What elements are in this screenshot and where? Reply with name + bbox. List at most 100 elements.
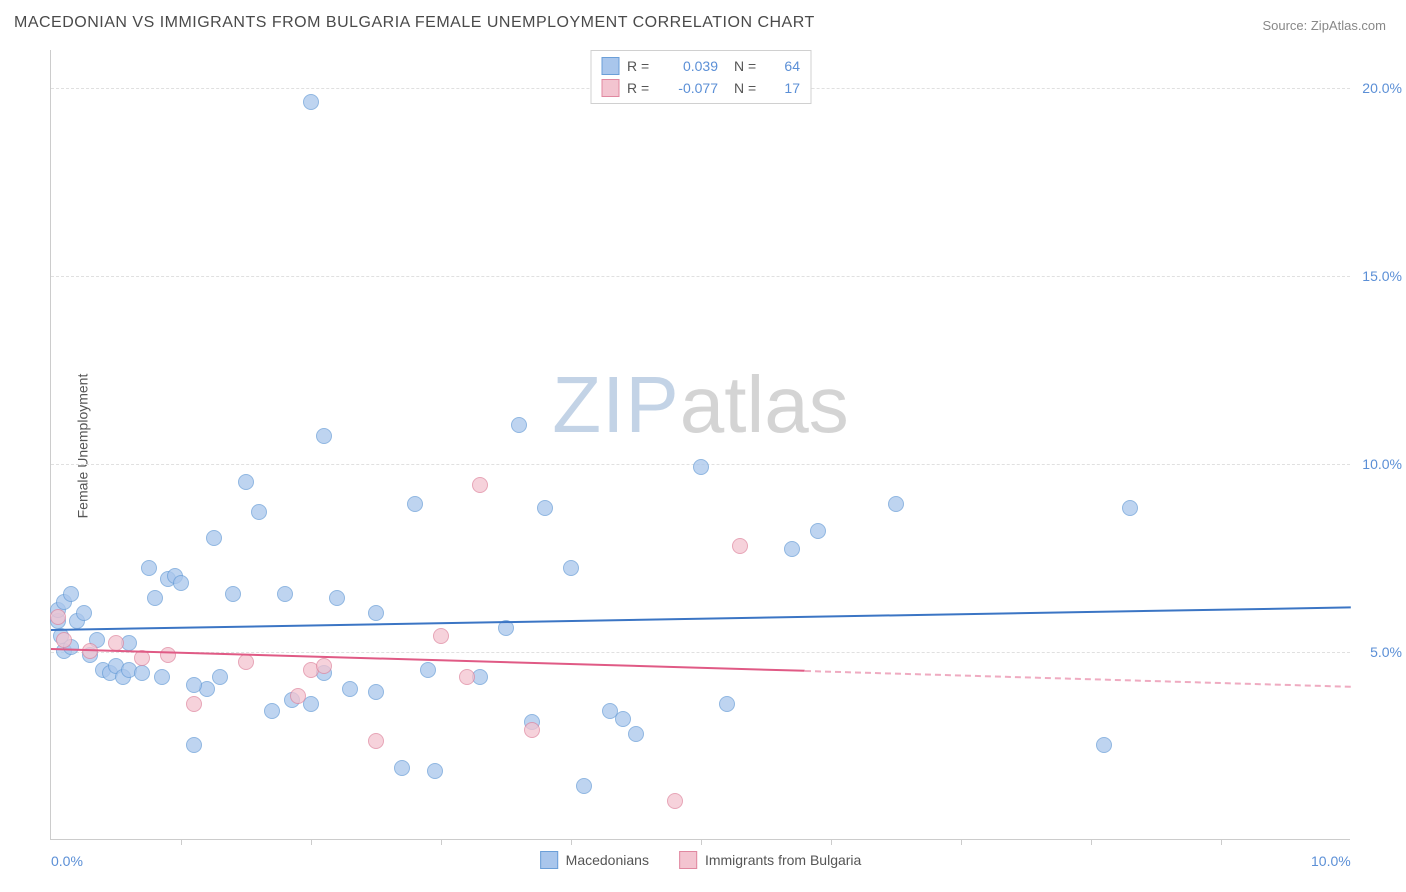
trend-line-dashed [805, 670, 1351, 688]
x-tick-mark [571, 839, 572, 845]
legend-swatch [679, 851, 697, 869]
data-point [472, 477, 488, 493]
legend-swatch [601, 79, 619, 97]
data-point [303, 94, 319, 110]
data-point [141, 560, 157, 576]
source-value: ZipAtlas.com [1311, 18, 1386, 33]
data-point [186, 696, 202, 712]
data-point [511, 417, 527, 433]
data-point [368, 733, 384, 749]
x-tick-label: 0.0% [51, 853, 83, 869]
data-point [693, 459, 709, 475]
data-point [212, 669, 228, 685]
data-point [615, 711, 631, 727]
watermark: ZIPatlas [552, 359, 848, 451]
data-point [63, 586, 79, 602]
y-tick-label: 20.0% [1362, 80, 1402, 96]
data-point [628, 726, 644, 742]
legend-n-value: 17 [770, 80, 800, 96]
data-point [264, 703, 280, 719]
legend-series-label: Macedonians [566, 852, 649, 868]
data-point [433, 628, 449, 644]
data-point [329, 590, 345, 606]
data-point [238, 654, 254, 670]
data-point [537, 500, 553, 516]
y-tick-label: 5.0% [1370, 644, 1402, 660]
data-point [719, 696, 735, 712]
legend-correlation-row: R = 0.039 N = 64 [601, 55, 800, 77]
y-tick-label: 10.0% [1362, 456, 1402, 472]
x-tick-mark [311, 839, 312, 845]
watermark-zip: ZIP [552, 360, 679, 449]
data-point [810, 523, 826, 539]
data-point [368, 605, 384, 621]
data-point [316, 428, 332, 444]
data-point [134, 650, 150, 666]
x-tick-mark [831, 839, 832, 845]
legend-correlation-row: R = -0.077 N = 17 [601, 77, 800, 99]
data-point [732, 538, 748, 554]
data-point [206, 530, 222, 546]
data-point [1122, 500, 1138, 516]
x-tick-mark [1091, 839, 1092, 845]
data-point [173, 575, 189, 591]
data-point [154, 669, 170, 685]
data-point [1096, 737, 1112, 753]
legend-series-item: Immigrants from Bulgaria [679, 851, 861, 869]
source-attribution: Source: ZipAtlas.com [1262, 18, 1386, 33]
x-tick-label: 10.0% [1311, 853, 1351, 869]
data-point [784, 541, 800, 557]
legend-n-value: 64 [770, 58, 800, 74]
data-point [342, 681, 358, 697]
x-tick-mark [441, 839, 442, 845]
legend-r-value: -0.077 [663, 80, 718, 96]
data-point [407, 496, 423, 512]
grid-line [51, 276, 1350, 277]
legend-swatch [540, 851, 558, 869]
data-point [238, 474, 254, 490]
y-tick-label: 15.0% [1362, 268, 1402, 284]
data-point [290, 688, 306, 704]
data-point [186, 677, 202, 693]
data-point [277, 586, 293, 602]
watermark-atlas: atlas [680, 360, 849, 449]
data-point [50, 609, 66, 625]
data-point [427, 763, 443, 779]
data-point [563, 560, 579, 576]
data-point [316, 658, 332, 674]
legend-r-label: R = [627, 80, 655, 96]
legend-n-label: N = [734, 80, 762, 96]
data-point [76, 605, 92, 621]
legend-n-label: N = [734, 58, 762, 74]
x-tick-mark [961, 839, 962, 845]
data-point [667, 793, 683, 809]
data-point [186, 737, 202, 753]
legend-series: Macedonians Immigrants from Bulgaria [540, 851, 862, 869]
data-point [394, 760, 410, 776]
legend-series-label: Immigrants from Bulgaria [705, 852, 861, 868]
chart-title: MACEDONIAN VS IMMIGRANTS FROM BULGARIA F… [14, 14, 815, 32]
data-point [225, 586, 241, 602]
data-point [134, 665, 150, 681]
x-tick-mark [181, 839, 182, 845]
data-point [420, 662, 436, 678]
data-point [459, 669, 475, 685]
legend-series-item: Macedonians [540, 851, 649, 869]
source-label: Source: [1262, 18, 1310, 33]
trend-line [51, 607, 1351, 632]
data-point [147, 590, 163, 606]
data-point [888, 496, 904, 512]
legend-r-label: R = [627, 58, 655, 74]
legend-correlation: R = 0.039 N = 64 R = -0.077 N = 17 [590, 50, 811, 104]
legend-swatch [601, 57, 619, 75]
plot-area: ZIPatlas 5.0%10.0%15.0%20.0% R =0.039N =… [50, 50, 1350, 840]
data-point [56, 632, 72, 648]
legend-r-value: 0.039 [663, 58, 718, 74]
x-tick-mark [1221, 839, 1222, 845]
data-point [251, 504, 267, 520]
data-point [524, 722, 540, 738]
x-tick-mark [701, 839, 702, 845]
data-point [576, 778, 592, 794]
data-point [160, 647, 176, 663]
data-point [368, 684, 384, 700]
